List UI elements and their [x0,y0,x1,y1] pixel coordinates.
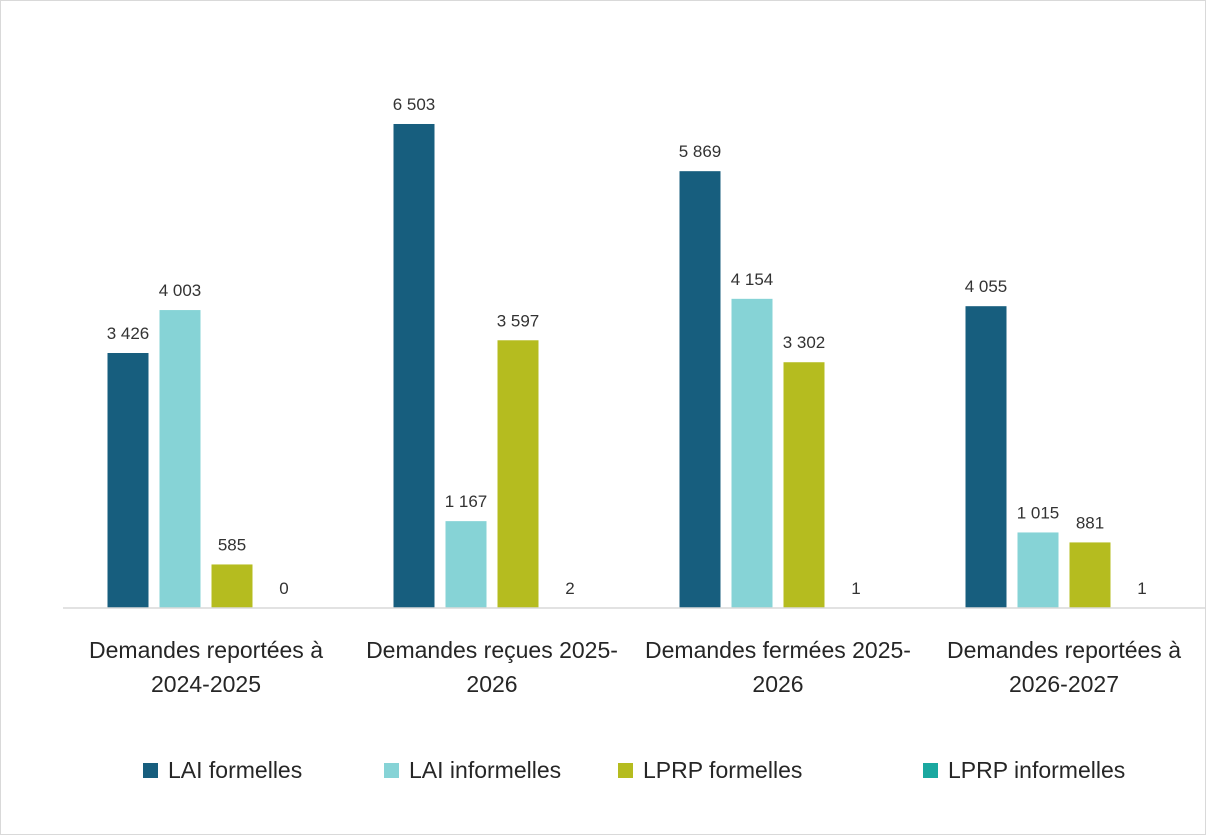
data-label: 1 167 [445,492,488,511]
legend-label: LAI informelles [409,756,562,783]
legend-label: LAI formelles [168,756,303,783]
bar [679,171,721,608]
data-label: 4 055 [965,277,1008,296]
legend-item: LPRP informelles [923,755,1125,785]
legend-swatch [923,762,938,778]
bar [159,310,201,608]
data-label: 585 [218,535,246,554]
bar [211,564,253,608]
bar [107,353,149,608]
data-label: 5 869 [679,142,722,161]
legend-swatch [618,762,633,778]
data-label: 3 426 [107,324,150,343]
bar [1069,542,1111,608]
data-label: 4 154 [731,270,774,289]
legend-item: LAI formelles [143,755,302,785]
bar [445,521,487,608]
bar [1017,532,1059,608]
legend-swatch [143,762,158,778]
data-label: 6 503 [393,95,436,114]
data-label: 4 003 [159,281,202,300]
bar [731,298,773,608]
data-label: 1 [1137,579,1146,598]
legend-item: LPRP formelles [618,755,802,785]
data-label: 0 [279,579,288,598]
legend-label: LPRP formelles [643,756,803,783]
bar [497,340,539,608]
bar [393,123,435,608]
data-label: 2 [565,579,574,598]
x-tick-label: Demandes reçues 2025-2026 [366,637,618,697]
data-label: 1 [851,579,860,598]
legend-swatch [384,762,399,778]
data-label: 881 [1076,513,1104,532]
legend-label: LPRP informelles [948,756,1126,783]
x-tick-label: Demandes reportées à 2024-2025 [89,637,323,697]
x-tick-label: Demandes fermées 2025-2026 [645,637,911,697]
data-label: 1 015 [1017,503,1060,522]
bar [965,306,1007,608]
data-label: 3 302 [783,333,826,352]
data-label: 3 597 [497,311,540,330]
legend-item: LAI informelles [384,755,561,785]
bar [783,362,825,608]
x-tick-label: Demandes reportées à 2026-2027 [947,637,1181,697]
